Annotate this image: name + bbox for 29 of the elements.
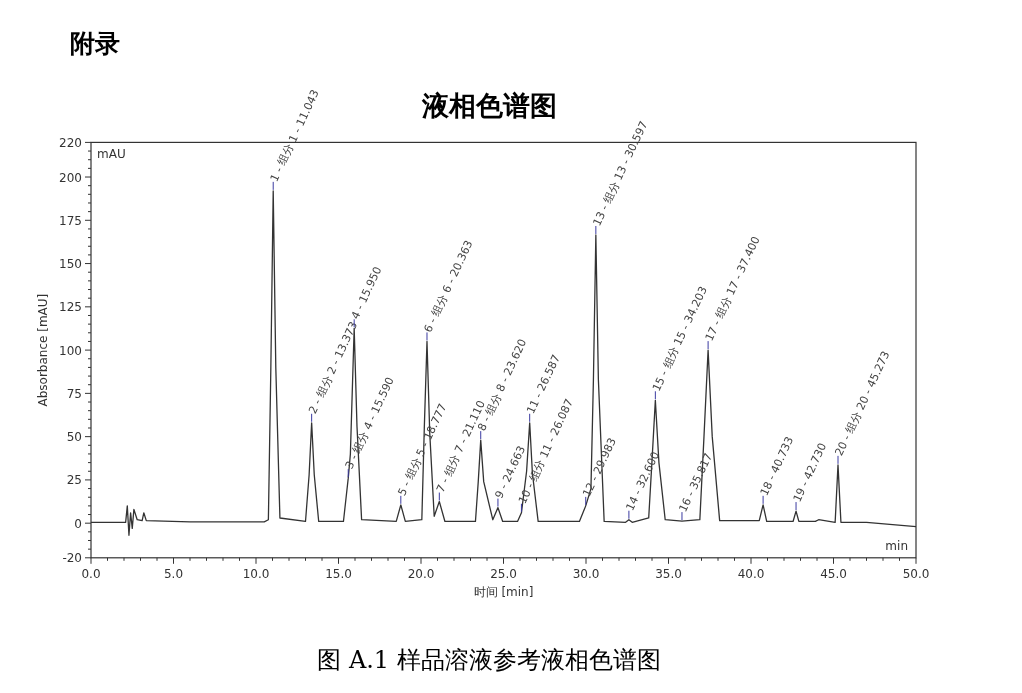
x-axis-title: 时间 [min] (473, 584, 534, 599)
y-tick-label: 25 (66, 473, 82, 488)
x-tick-label: 20.0 (407, 566, 435, 581)
x-tick-label: 0.0 (81, 566, 101, 581)
y-tick-label: 50 (66, 430, 82, 445)
y-tick-label: -20 (62, 551, 82, 566)
y-axis-title: Absorbance [mAU] (36, 293, 50, 407)
x-tick-label: 50.0 (902, 566, 930, 581)
text: 图 A.1 样品溶液参考液相色谱图 (317, 646, 661, 674)
x-tick-label: 40.0 (737, 566, 765, 581)
x-tick-label: 25.0 (490, 566, 517, 581)
y-tick-label: 220 (59, 135, 82, 150)
x-tick-label: 5.0 (163, 566, 184, 581)
y-tick-label: 0 (74, 516, 82, 531)
text: 附录 (70, 29, 120, 58)
y-tick-label: 200 (59, 170, 82, 185)
annotation: mAU (97, 147, 126, 162)
x-tick-label: 15.0 (325, 566, 352, 581)
y-tick-label: 150 (59, 257, 82, 272)
chart-title: 液相色谱图 (420, 90, 557, 121)
y-tick-label: 75 (66, 386, 82, 401)
x-tick-label: 10.0 (242, 566, 270, 581)
x-tick-label: 30.0 (572, 566, 600, 581)
y-tick-label: 175 (59, 213, 82, 228)
y-tick-label: 100 (59, 343, 82, 358)
x-tick-label: 35.0 (655, 566, 682, 581)
x-tick-label: 45.0 (820, 566, 847, 581)
y-tick-label: 125 (59, 300, 82, 315)
annotation: min (885, 538, 908, 553)
